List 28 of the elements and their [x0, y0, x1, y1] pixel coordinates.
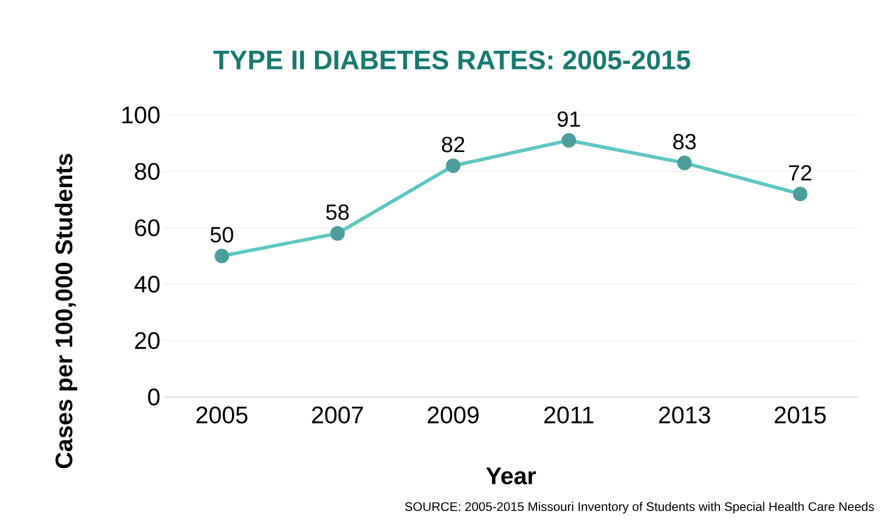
data-label: 58	[326, 204, 349, 220]
point	[562, 133, 576, 148]
x-tick-label: 2011	[544, 406, 594, 424]
data-label: 82	[442, 136, 464, 152]
point	[677, 156, 692, 170]
x-tick-label: 2013	[659, 406, 710, 424]
y-axis-title: Cases per 100,000 Students	[54, 154, 78, 468]
x-tick-label: 2007	[312, 406, 363, 424]
y-tick-label: 80	[134, 162, 160, 180]
x-tick-label: 2009	[428, 406, 479, 424]
point	[330, 226, 345, 241]
x-tick-label: 2015	[774, 406, 826, 424]
x-tick-label: 2005	[196, 406, 248, 424]
source-note: SOURCE: 2005-2015 Missouri Inventory of Students with Special Health Care Needs	[405, 502, 874, 514]
data-label: 83	[673, 134, 696, 150]
data-label: 50	[210, 226, 234, 242]
chart-title: TYPE II DIABETES RATES: 2005-2015	[213, 50, 690, 70]
y-tick-label: 60	[135, 219, 160, 236]
y-tick-label: 20	[135, 332, 160, 350]
data-label: 91	[558, 111, 580, 127]
data-label: 72	[789, 165, 812, 180]
y-tick-label: 0	[148, 388, 160, 406]
point	[446, 158, 460, 174]
point	[792, 186, 808, 202]
y-tick-label: 40	[134, 276, 160, 293]
y-tick-label: 100	[122, 106, 160, 124]
point	[214, 248, 230, 264]
x-axis-title: Year	[486, 468, 536, 484]
